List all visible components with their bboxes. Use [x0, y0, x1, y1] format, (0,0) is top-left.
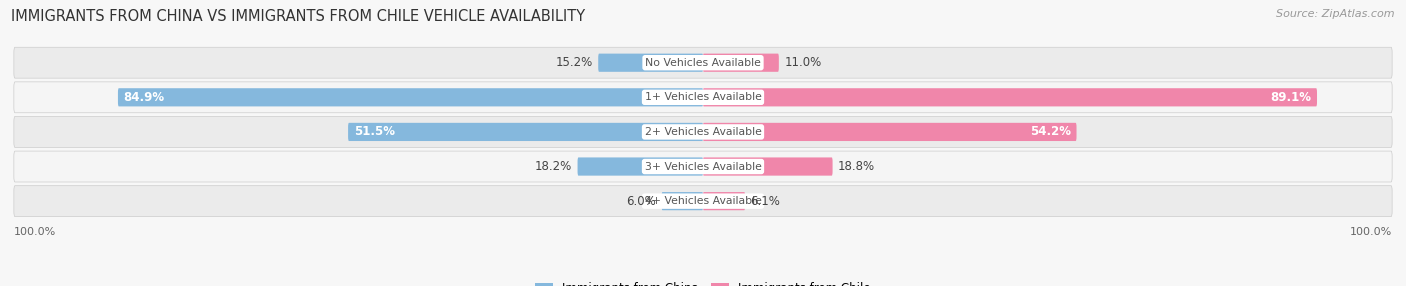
FancyBboxPatch shape [349, 123, 703, 141]
FancyBboxPatch shape [703, 123, 1077, 141]
FancyBboxPatch shape [14, 186, 1392, 217]
Text: 15.2%: 15.2% [555, 56, 593, 69]
Text: 4+ Vehicles Available: 4+ Vehicles Available [644, 196, 762, 206]
FancyBboxPatch shape [703, 88, 1317, 106]
Text: 1+ Vehicles Available: 1+ Vehicles Available [644, 92, 762, 102]
Text: 6.1%: 6.1% [751, 195, 780, 208]
Text: 18.2%: 18.2% [534, 160, 572, 173]
FancyBboxPatch shape [703, 53, 779, 72]
Text: No Vehicles Available: No Vehicles Available [645, 58, 761, 68]
FancyBboxPatch shape [662, 192, 703, 210]
Text: 2+ Vehicles Available: 2+ Vehicles Available [644, 127, 762, 137]
Text: 51.5%: 51.5% [354, 126, 395, 138]
FancyBboxPatch shape [14, 116, 1392, 147]
Text: 18.8%: 18.8% [838, 160, 875, 173]
Text: 11.0%: 11.0% [785, 56, 821, 69]
Text: 6.0%: 6.0% [627, 195, 657, 208]
FancyBboxPatch shape [14, 47, 1392, 78]
Text: Source: ZipAtlas.com: Source: ZipAtlas.com [1277, 9, 1395, 19]
FancyBboxPatch shape [598, 53, 703, 72]
Text: 100.0%: 100.0% [14, 227, 56, 237]
FancyBboxPatch shape [14, 151, 1392, 182]
Text: 89.1%: 89.1% [1271, 91, 1312, 104]
Text: 3+ Vehicles Available: 3+ Vehicles Available [644, 162, 762, 172]
FancyBboxPatch shape [703, 192, 745, 210]
Text: 84.9%: 84.9% [124, 91, 165, 104]
Legend: Immigrants from China, Immigrants from Chile: Immigrants from China, Immigrants from C… [530, 277, 876, 286]
FancyBboxPatch shape [118, 88, 703, 106]
FancyBboxPatch shape [578, 157, 703, 176]
Text: 100.0%: 100.0% [1350, 227, 1392, 237]
Text: 54.2%: 54.2% [1031, 126, 1071, 138]
FancyBboxPatch shape [14, 82, 1392, 113]
FancyBboxPatch shape [703, 157, 832, 176]
Text: IMMIGRANTS FROM CHINA VS IMMIGRANTS FROM CHILE VEHICLE AVAILABILITY: IMMIGRANTS FROM CHINA VS IMMIGRANTS FROM… [11, 9, 585, 23]
